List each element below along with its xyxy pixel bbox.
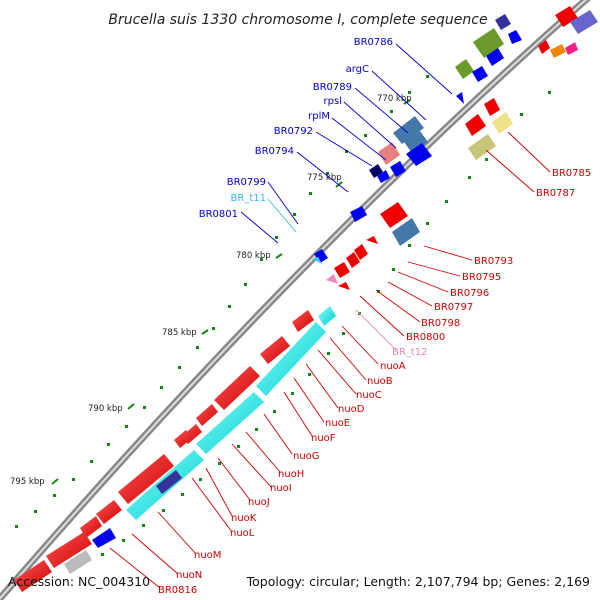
tick-label: 780 kbp [236,251,271,261]
gene-label: nuoJ [248,497,270,508]
gene-label: nuoB [367,376,393,387]
gene-label: nuoK [231,513,257,524]
trna-leader-line [267,198,297,233]
forward-leader-lines [240,43,453,244]
kbp-ticks: 770 kbp 775 kbp 780 kbp 785 kbp 790 kbp … [10,94,412,487]
gene-label: BR_t12 [392,347,427,358]
forward-features [312,14,522,264]
gene-label: argC [346,64,369,75]
gene-label: nuoC [356,390,382,401]
pseudo-leader-line [355,309,397,351]
topology-summary: Topology: circular; Length: 2,107,794 bp… [246,574,590,589]
gene-label: BR0800 [406,332,445,343]
tick-label: 785 kbp [162,328,197,338]
gene-label: BR0789 [313,82,352,93]
gene-label: BR0796 [450,288,489,299]
gene-label: nuoN [176,570,202,581]
map-title: Brucella suis 1330 chromosome I, complet… [108,12,487,28]
accession-label: Accession: NC_004310 [8,574,150,589]
gene-label: BR0786 [354,37,393,48]
forward-gene-labels: BR0786 argC BR0789 rpsl rplM BR0792 BR07… [199,37,393,220]
outer-tick-dots [15,75,429,528]
gene-label: nuoG [293,451,320,462]
tick-label: 795 kbp [10,477,45,487]
gene-label: BR0795 [462,272,501,283]
tick-label: 770 kbp [377,94,412,104]
gene-label: nuoI [270,483,292,494]
gene-label: nuoE [325,418,350,429]
gene-label: rpsl [324,96,342,107]
gene-label: BR0798 [421,318,460,329]
tick-label: 790 kbp [88,404,123,414]
gene-label: nuoD [338,404,365,415]
gene-label: nuoM [194,550,221,561]
gene-label: nuoA [380,361,406,372]
gene-label: BR0787 [536,188,575,199]
reverse-features [14,6,598,592]
reverse-gene-labels: BR0785 BR0787 BR0793 BR0795 BR0796 BR079… [158,168,591,596]
gene-label: BR0801 [199,209,238,220]
gene-label: BR0792 [274,126,313,137]
gene-label: BR0785 [552,168,591,179]
reverse-leader-lines [109,131,551,589]
gene-label: BR0799 [227,177,266,188]
gene-label: nuoH [278,469,304,480]
gene-label: nuoF [311,433,336,444]
gene-label: nuoL [230,528,255,539]
gene-label: BR0793 [474,256,513,267]
gene-label: BR_t11 [231,193,266,204]
gene-label: BR0794 [255,146,294,157]
gene-label: rplM [308,111,330,122]
gene-label: BR0797 [434,302,473,313]
tick-label: 775 kbp [307,173,342,183]
gene-label: BR0816 [158,585,197,596]
